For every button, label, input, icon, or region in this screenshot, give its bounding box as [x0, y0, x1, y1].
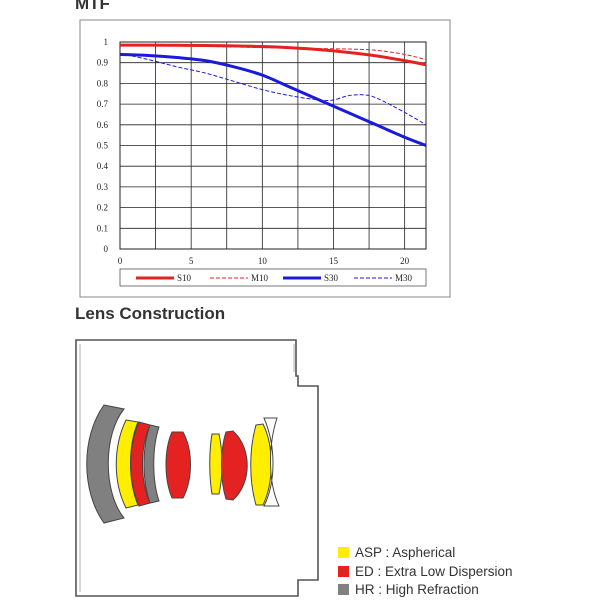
y-tick-label: 0	[104, 244, 109, 254]
legend-label: ED : Extra Low Dispersion	[355, 564, 513, 579]
lens-barrel-outline	[75, 339, 319, 597]
mtf-chart: 0 0.1 0.2 0.3 0.4 0.5 0.6 0.7 0.8 0.9 1 0 5 10 15 20 S…	[79, 19, 451, 298]
lens-element-4-hr	[143, 424, 160, 504]
legend-item-ed: ED : Extra Low Dispersion	[338, 564, 513, 579]
y-tick-label: 0.9	[97, 58, 109, 68]
y-axis-ticks: 0 0.1 0.2 0.3 0.4 0.5 0.6 0.7 0.8 0.9 1	[97, 37, 109, 254]
legend-swatch	[338, 566, 349, 577]
x-tick-label: 10	[258, 256, 268, 266]
lens-element-6-asp	[209, 433, 223, 495]
legend-label: ASP : Aspherical	[355, 545, 456, 560]
chart-legend: S10 M10 S30 M30	[119, 268, 427, 287]
y-tick-label: 0.8	[97, 78, 109, 88]
x-tick-label: 20	[400, 256, 410, 266]
legend-label-s30: S30	[324, 273, 339, 283]
chart-frame	[79, 19, 451, 298]
x-tick-label: 0	[118, 256, 123, 266]
legend-swatch	[338, 547, 349, 558]
y-tick-label: 0.5	[97, 141, 109, 151]
y-tick-label: 0.1	[97, 223, 108, 233]
legend-label: HR : High Refraction	[355, 582, 479, 597]
lens-construction-title: Lens Construction	[75, 304, 226, 323]
y-tick-label: 0.3	[97, 182, 109, 192]
legend-box	[119, 268, 427, 287]
series-line-m10	[119, 44, 427, 61]
lens-element-5-ed	[165, 431, 191, 499]
y-tick-label: 0.6	[97, 120, 109, 130]
lens-element-7-ed	[221, 430, 248, 501]
lens-barrel-inner	[79, 344, 295, 592]
lens-element-1-hr	[86, 404, 125, 524]
series-line-m30	[119, 52, 427, 126]
legend-label-s10: S10	[177, 273, 192, 283]
y-tick-label: 1	[104, 37, 109, 47]
mtf-title: MTF	[75, 0, 110, 13]
legend-label-m10: M10	[251, 273, 269, 283]
legend-item-hr: HR : High Refraction	[338, 582, 479, 597]
y-tick-label: 0.4	[97, 161, 109, 171]
x-axis-ticks: 0 5 10 15 20	[118, 256, 410, 266]
x-tick-label: 15	[329, 256, 339, 266]
legend-swatch	[338, 584, 349, 595]
legend-label-m30: M30	[395, 273, 413, 283]
x-tick-label: 5	[189, 256, 194, 266]
lens-element-9	[263, 417, 280, 507]
y-tick-label: 0.2	[97, 203, 108, 213]
y-tick-label: 0.7	[97, 99, 109, 109]
series-line-s30	[119, 52, 427, 147]
lens-element-8-asp	[250, 423, 272, 506]
chart-series	[119, 43, 427, 147]
legend-item-asp: ASP : Aspherical	[338, 545, 455, 560]
